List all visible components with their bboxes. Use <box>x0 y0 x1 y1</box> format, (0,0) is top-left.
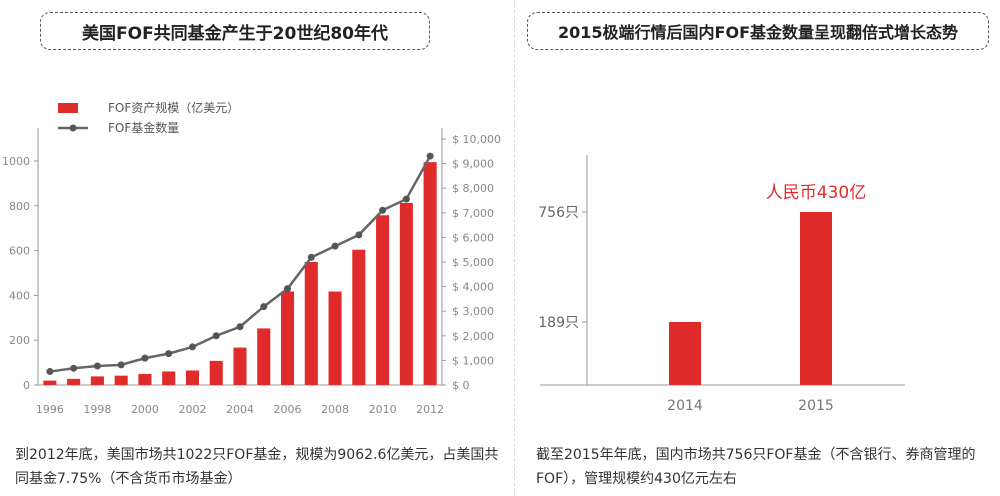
fof-count-point <box>188 343 196 351</box>
fof-count-point <box>379 206 387 214</box>
fof-asset-bar <box>376 215 390 385</box>
x-axis-tick-label: 1996 <box>36 403 64 416</box>
left-axis-tick-label: 200 <box>9 334 30 347</box>
left-caption: 到2012年底，美国市场共1022只FOF基金，规模为9062.6亿美元，占美国… <box>15 447 499 487</box>
fof-asset-bar <box>328 291 342 385</box>
right-chart-x-tick-label: 2015 <box>798 398 834 414</box>
fof-count-point <box>426 152 434 160</box>
fof-asset-bar <box>423 162 437 385</box>
right-chart-y-tick-label: 189只 <box>538 315 579 331</box>
fof-asset-bar <box>67 378 81 385</box>
fof-count-point <box>331 242 339 250</box>
x-axis-tick-label: 2010 <box>369 403 397 416</box>
fof-count-point <box>307 253 315 261</box>
legend-bar-swatch <box>58 103 78 113</box>
right-axis-tick-label: $ 1,000 <box>452 354 494 367</box>
panel-divider <box>514 0 515 496</box>
x-axis-tick-label: 1998 <box>83 403 111 416</box>
fof-asset-bar <box>233 347 247 385</box>
fof-count-point <box>141 354 149 362</box>
fof-asset-bar <box>162 371 176 385</box>
left-chart-title: 美国FOF共同基金产生于20世纪80年代 <box>40 12 430 50</box>
fund-count-bar <box>800 212 832 385</box>
left-axis-tick-label: 0 <box>23 379 30 392</box>
fof-asset-bar <box>280 291 295 385</box>
legend-bar-label: FOF资产规模（亿美元） <box>108 100 239 115</box>
fof-count-point <box>165 350 173 358</box>
china-fof-chart: 189只 756只 2014 2015 人民币430亿 <box>538 155 905 414</box>
left-axis-tick-label: 800 <box>9 200 30 213</box>
x-axis-tick-label: 2004 <box>226 403 254 416</box>
right-axis-tick-label: $ 4,000 <box>452 281 494 294</box>
rmb-430-annotation: 人民币430亿 <box>766 183 866 203</box>
x-axis-tick-label: 2012 <box>416 403 444 416</box>
fof-asset-bar <box>90 376 104 385</box>
fof-count-point <box>93 362 101 370</box>
fof-asset-bar <box>185 370 200 385</box>
right-axis-tick-label: $ 3,000 <box>452 305 494 318</box>
x-axis-tick-label: 2000 <box>131 403 159 416</box>
fof-count-point <box>260 303 268 311</box>
fof-asset-bar <box>304 262 318 385</box>
fof-asset-bar <box>43 380 57 385</box>
fof-asset-bar <box>352 249 366 385</box>
right-axis-tick-label: $ 6,000 <box>452 231 494 244</box>
fof-count-point <box>212 332 220 340</box>
fof-asset-bar <box>399 202 413 385</box>
fof-count-point <box>117 361 125 369</box>
right-chart-y-tick-label: 756只 <box>538 205 579 221</box>
x-axis-tick-label: 2002 <box>178 403 206 416</box>
fof-asset-bar <box>257 328 271 385</box>
right-chart-title: 2015极端行情后国内FOF基金数量呈现翻倍式增长态势 <box>527 12 989 50</box>
right-axis-tick-label: $ 9,000 <box>452 158 494 171</box>
left-axis-tick-label: 1000 <box>2 155 30 168</box>
fof-count-point <box>70 364 78 372</box>
legend-line-marker <box>69 124 77 132</box>
left-axis-tick-label: 400 <box>9 289 30 302</box>
x-axis-tick-label: 2006 <box>274 403 302 416</box>
right-axis-tick-label: $ 0 <box>452 379 470 392</box>
left-axis-tick-label: 600 <box>9 245 30 258</box>
right-axis-tick-label: $ 10,000 <box>452 133 501 146</box>
fof-asset-bar <box>209 360 223 385</box>
legend-line-label: FOF基金数量 <box>108 120 179 135</box>
right-caption: 截至2015年年底，国内市场共756只FOF基金（不含银行、券商管理的FOF），… <box>536 447 976 487</box>
right-axis-tick-label: $ 7,000 <box>452 207 494 220</box>
fof-count-point <box>355 231 363 239</box>
right-axis-tick-label: $ 2,000 <box>452 330 494 343</box>
us-fof-chart: 0 200 400 600 800 1000 $ 0 $ 1,000 $ 2,000 $ 3,00… <box>2 100 501 416</box>
right-axis-tick-label: $ 5,000 <box>452 256 494 269</box>
right-chart-x-tick-label: 2014 <box>667 398 703 414</box>
fof-count-point <box>284 285 292 293</box>
fof-count-point <box>236 323 244 331</box>
fund-count-bar <box>669 322 701 385</box>
fof-count-point <box>402 195 410 203</box>
x-axis-tick-label: 2008 <box>321 403 349 416</box>
fof-asset-bar <box>114 375 128 385</box>
fof-asset-bar <box>138 373 152 385</box>
right-axis-tick-label: $ 8,000 <box>452 182 494 195</box>
fof-count-point <box>46 368 54 376</box>
